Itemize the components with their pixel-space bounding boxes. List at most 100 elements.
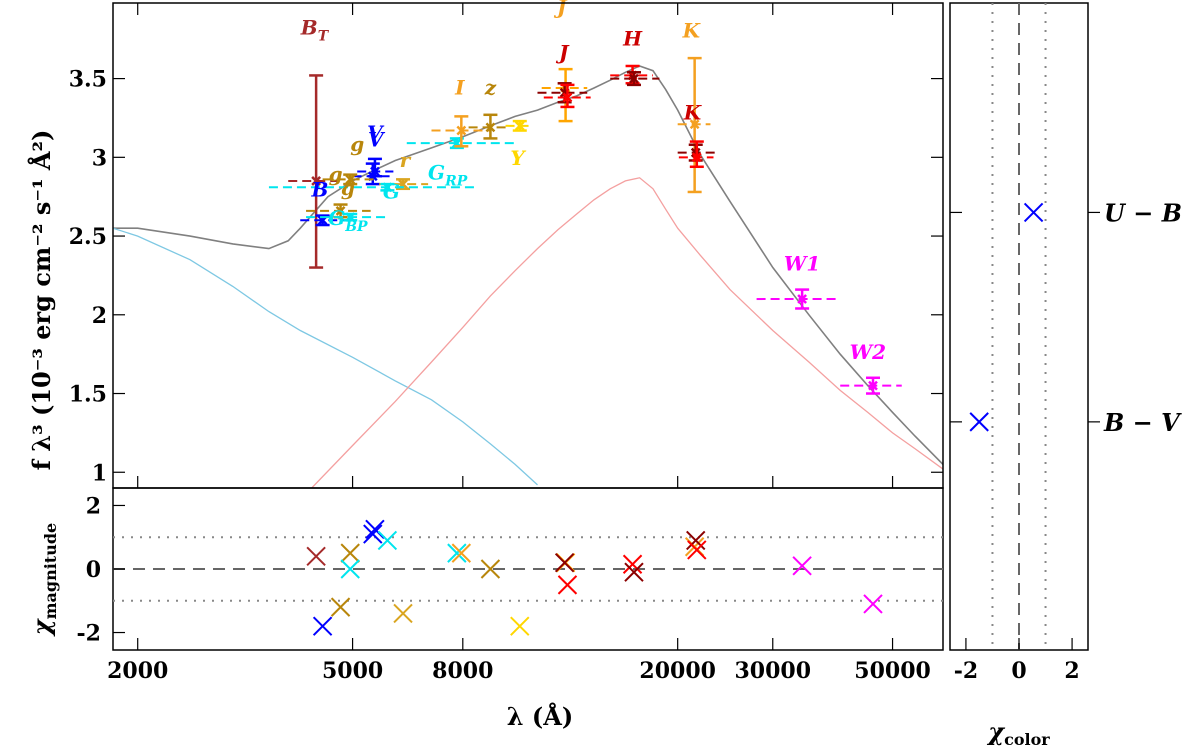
- resid-y-tick-label: 0: [86, 557, 101, 583]
- data-marker: [691, 152, 702, 163]
- color-index-label: B − V: [1103, 408, 1182, 437]
- data-marker: [514, 120, 525, 131]
- photometry-point-g: [322, 173, 375, 186]
- photometry-point-z: [468, 113, 508, 140]
- photometry-point-K: [677, 56, 711, 194]
- filter-label-main: Y: [510, 146, 526, 170]
- filter-label-GBP: GBP: [328, 206, 368, 235]
- photometry-point-H: [610, 71, 660, 87]
- data-marker: [345, 212, 356, 223]
- filter-label-main: G: [328, 206, 345, 230]
- filter-label-J: J: [555, 41, 570, 65]
- filter-label-G: G: [383, 179, 400, 203]
- filter-label-J: J: [553, 0, 568, 19]
- data-marker: [382, 182, 393, 193]
- filter-label-BT: BT: [300, 15, 330, 44]
- photometry-point-W2: [840, 376, 902, 395]
- color-x-tick-label: 2: [1064, 658, 1079, 684]
- filter-label-main: J: [553, 0, 568, 19]
- residual-marker-G: [377, 530, 398, 551]
- filter-label-z: z: [484, 75, 497, 99]
- residual-marker-g: [340, 543, 360, 563]
- residual-axis-title: χmagnitude: [27, 523, 60, 637]
- residual-marker-B: [312, 616, 333, 636]
- filter-label-main: z: [484, 75, 497, 99]
- filter-label-W1: W1: [784, 252, 820, 276]
- photometry-point-Y: [505, 119, 534, 132]
- filter-label-V: V: [368, 127, 386, 151]
- filter-label-r: r: [400, 148, 412, 172]
- color-axis-sub: color: [1004, 730, 1050, 747]
- data-marker: [335, 205, 346, 216]
- filter-label-K: K: [682, 19, 702, 43]
- y-tick-label: 3.5: [69, 67, 107, 93]
- color-axis-title: χcolor: [986, 717, 1050, 747]
- data-marker: [629, 73, 639, 84]
- data-marker: [456, 125, 467, 136]
- filter-label-main: I: [454, 75, 465, 99]
- filter-label-main: g: [350, 132, 364, 156]
- residual-marker-r: [393, 603, 413, 624]
- filter-label-main: K: [683, 101, 703, 125]
- filter-label-main: G: [428, 160, 445, 184]
- filter-label-I: I: [454, 75, 465, 99]
- x-tick-label: 2000: [107, 658, 168, 684]
- y-tick-label: 3: [92, 145, 107, 171]
- filter-label-main: G: [383, 179, 400, 203]
- filter-label-sub: BP: [344, 219, 368, 235]
- resid-y-tick-label: 2: [86, 493, 101, 519]
- photometry-point-B_T: [288, 74, 339, 269]
- data-marker: [485, 122, 496, 133]
- photometry-point-W1: [756, 288, 841, 310]
- x-tick-label: 5000: [322, 658, 383, 684]
- filter-label-main: W1: [784, 252, 820, 276]
- photometry-point-G_BP: [306, 212, 388, 223]
- color-marker: [1023, 202, 1044, 223]
- residual-marker-J: [554, 552, 575, 573]
- color-axis-main: χ: [986, 717, 1005, 746]
- residual-marker-W1: [792, 556, 812, 576]
- color-index-label: U − B: [1104, 198, 1182, 227]
- color-x-tick-label: -2: [954, 658, 978, 684]
- photometry-points: [268, 56, 902, 395]
- filter-label-B: B: [310, 178, 328, 202]
- residual-marker-z: [480, 559, 501, 579]
- color-x-tick-label: 0: [1011, 658, 1026, 684]
- y-tick-label: 1.5: [69, 382, 107, 408]
- residual-axis-sub: magnitude: [41, 523, 60, 620]
- x-tick-label: 8000: [432, 658, 493, 684]
- photometry-point-I: [431, 115, 491, 148]
- photometry-point-V: [357, 157, 394, 178]
- residual-marker-G_RP: [447, 543, 467, 563]
- filter-label-W2: W2: [850, 340, 886, 364]
- sed-frame: [112, 2, 944, 489]
- filter-label-GRP: GRP: [428, 160, 468, 189]
- residual-marker-J: [557, 575, 578, 595]
- residual-marker-V: [363, 524, 383, 544]
- residual-marker-K: [687, 540, 707, 560]
- filter-label-main: B: [310, 178, 328, 202]
- filter-label-main: K: [682, 19, 702, 43]
- photometry-point-J: [543, 83, 591, 109]
- filter-label-main: V: [367, 121, 385, 145]
- filter-label-K: K: [683, 101, 703, 125]
- residual-panel: -2 0 2 χmagnitude 2000 5000 8000 20000 30000 5000…: [27, 487, 944, 684]
- filter-label-g: g: [341, 176, 355, 200]
- filter-label-main: B: [300, 15, 318, 39]
- photometry-point-G: [268, 182, 478, 193]
- y-tick-label: 1: [92, 460, 107, 486]
- filter-label-V: V: [367, 121, 385, 145]
- filter-label-main: H: [622, 27, 643, 51]
- residual-marker-I: [451, 543, 472, 563]
- residual-marker-Y: [510, 616, 530, 636]
- data-marker: [868, 380, 878, 391]
- filter-label-Y: Y: [510, 146, 526, 170]
- model-curves: [113, 65, 943, 488]
- filter-label-main: r: [400, 148, 412, 172]
- x-tick-label: 30000: [734, 658, 811, 684]
- model-curve-cool-component: [311, 177, 943, 488]
- color-marker: [969, 412, 989, 432]
- resid-y-tick-label: -2: [77, 621, 101, 647]
